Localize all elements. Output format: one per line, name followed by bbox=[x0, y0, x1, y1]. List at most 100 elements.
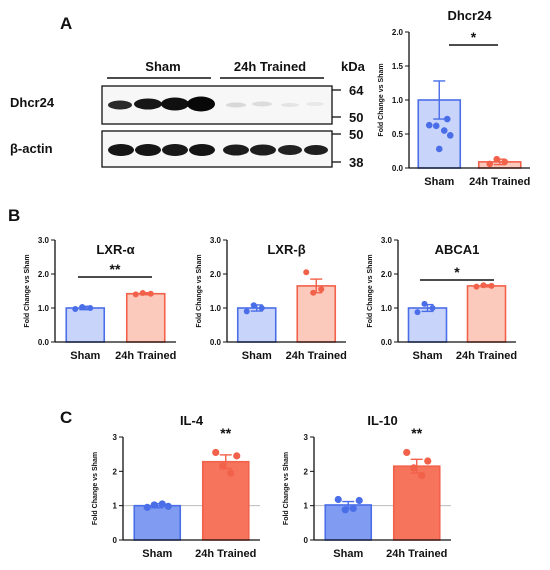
chart-title: ABCA1 bbox=[435, 242, 480, 257]
data-point bbox=[486, 160, 494, 168]
data-point bbox=[425, 121, 433, 129]
significance-marker: ** bbox=[411, 425, 422, 441]
panel-label-a: A bbox=[60, 14, 73, 33]
blot-group-sham: Sham bbox=[145, 59, 180, 74]
data-point bbox=[72, 306, 79, 313]
data-point bbox=[410, 464, 418, 472]
data-point bbox=[403, 448, 411, 457]
y-axis-label: Fold Change vs Sham bbox=[196, 254, 203, 327]
blot-unit-label: kDa bbox=[341, 59, 366, 74]
data-point bbox=[418, 471, 426, 480]
y-tick-label: 3.0 bbox=[38, 236, 50, 245]
data-point bbox=[243, 308, 250, 315]
y-tick-label: 3.0 bbox=[381, 236, 393, 245]
category-label: 24h Trained bbox=[456, 350, 517, 362]
y-axis-label: Fold Change vs Sham bbox=[24, 254, 31, 327]
significance-marker: * bbox=[471, 29, 477, 45]
data-point bbox=[132, 291, 139, 298]
y-tick-label: 2 bbox=[304, 467, 309, 476]
data-point bbox=[421, 300, 428, 307]
y-tick-label: 0.0 bbox=[38, 338, 50, 347]
data-point bbox=[440, 127, 448, 134]
data-point bbox=[443, 115, 451, 123]
data-point bbox=[158, 500, 166, 508]
band-dhcr24-7 bbox=[281, 103, 299, 107]
category-label: 24h Trained bbox=[469, 176, 530, 188]
y-tick-label: 0.0 bbox=[392, 164, 404, 173]
band-actin-3 bbox=[162, 144, 188, 156]
data-point bbox=[139, 290, 146, 297]
y-axis-label: Fold Change vs Sham bbox=[378, 63, 385, 136]
y-tick-label: 3.0 bbox=[210, 236, 222, 245]
y-tick-label: 2.0 bbox=[210, 270, 222, 279]
band-actin-7 bbox=[278, 145, 302, 155]
band-actin-2 bbox=[135, 144, 161, 156]
category-label: Sham bbox=[333, 548, 363, 560]
category-label: Sham bbox=[70, 350, 100, 362]
marker-50b: 50 bbox=[349, 127, 363, 142]
y-axis-label: Fold Change vs Sham bbox=[92, 452, 99, 525]
y-tick-label: 1.5 bbox=[392, 62, 404, 71]
y-tick-label: 2.0 bbox=[392, 28, 404, 37]
band-actin-1 bbox=[108, 144, 134, 156]
data-point bbox=[212, 448, 220, 457]
data-point bbox=[432, 122, 440, 130]
band-dhcr24-2 bbox=[134, 98, 162, 110]
bar-sham bbox=[236, 307, 277, 343]
category-label: 24h Trained bbox=[286, 350, 347, 362]
data-point bbox=[349, 504, 357, 513]
y-tick-label: 2.0 bbox=[381, 270, 393, 279]
data-point bbox=[473, 283, 480, 290]
data-point bbox=[493, 155, 501, 163]
data-point bbox=[355, 496, 363, 505]
band-dhcr24-3 bbox=[161, 97, 189, 111]
y-tick-label: 0 bbox=[113, 536, 118, 545]
significance-marker: ** bbox=[110, 261, 121, 277]
y-tick-label: 1 bbox=[304, 502, 309, 511]
y-tick-label: 1.0 bbox=[381, 304, 393, 313]
band-actin-5 bbox=[223, 144, 249, 156]
bar-trained bbox=[201, 460, 250, 541]
data-point bbox=[147, 290, 154, 297]
y-tick-label: 1.0 bbox=[210, 304, 222, 313]
data-point bbox=[334, 495, 342, 504]
data-point bbox=[414, 309, 421, 316]
chart-title: Dhcr24 bbox=[447, 8, 492, 23]
category-label: Sham bbox=[242, 350, 272, 362]
blot-bands-dhcr24 bbox=[108, 96, 324, 112]
band-dhcr24-1 bbox=[108, 100, 132, 110]
data-point bbox=[310, 289, 317, 296]
y-tick-label: 3 bbox=[304, 433, 309, 442]
y-tick-label: 1 bbox=[113, 502, 118, 511]
data-point bbox=[219, 462, 227, 470]
data-point bbox=[79, 303, 86, 310]
y-tick-label: 1.0 bbox=[392, 96, 404, 105]
data-point bbox=[446, 132, 454, 139]
chart-title: LXR-β bbox=[267, 242, 305, 257]
y-tick-label: 1.0 bbox=[38, 304, 50, 313]
data-point bbox=[318, 286, 325, 293]
band-actin-8 bbox=[304, 145, 328, 155]
data-point bbox=[143, 503, 151, 511]
y-tick-label: 0.0 bbox=[381, 338, 393, 347]
significance-marker: * bbox=[454, 264, 460, 280]
data-point bbox=[424, 457, 432, 465]
data-point bbox=[488, 282, 495, 289]
category-label: 24h Trained bbox=[195, 548, 256, 560]
data-point bbox=[227, 469, 235, 477]
data-point bbox=[233, 452, 241, 460]
data-point bbox=[429, 305, 436, 311]
marker-64: 64 bbox=[349, 83, 364, 98]
band-dhcr24-8 bbox=[306, 102, 324, 106]
chart-title: IL-10 bbox=[367, 413, 397, 428]
marker-38: 38 bbox=[349, 155, 363, 170]
significance-marker: ** bbox=[220, 425, 231, 441]
data-point bbox=[164, 502, 172, 510]
blot-protein-dhcr24: Dhcr24 bbox=[10, 95, 55, 110]
